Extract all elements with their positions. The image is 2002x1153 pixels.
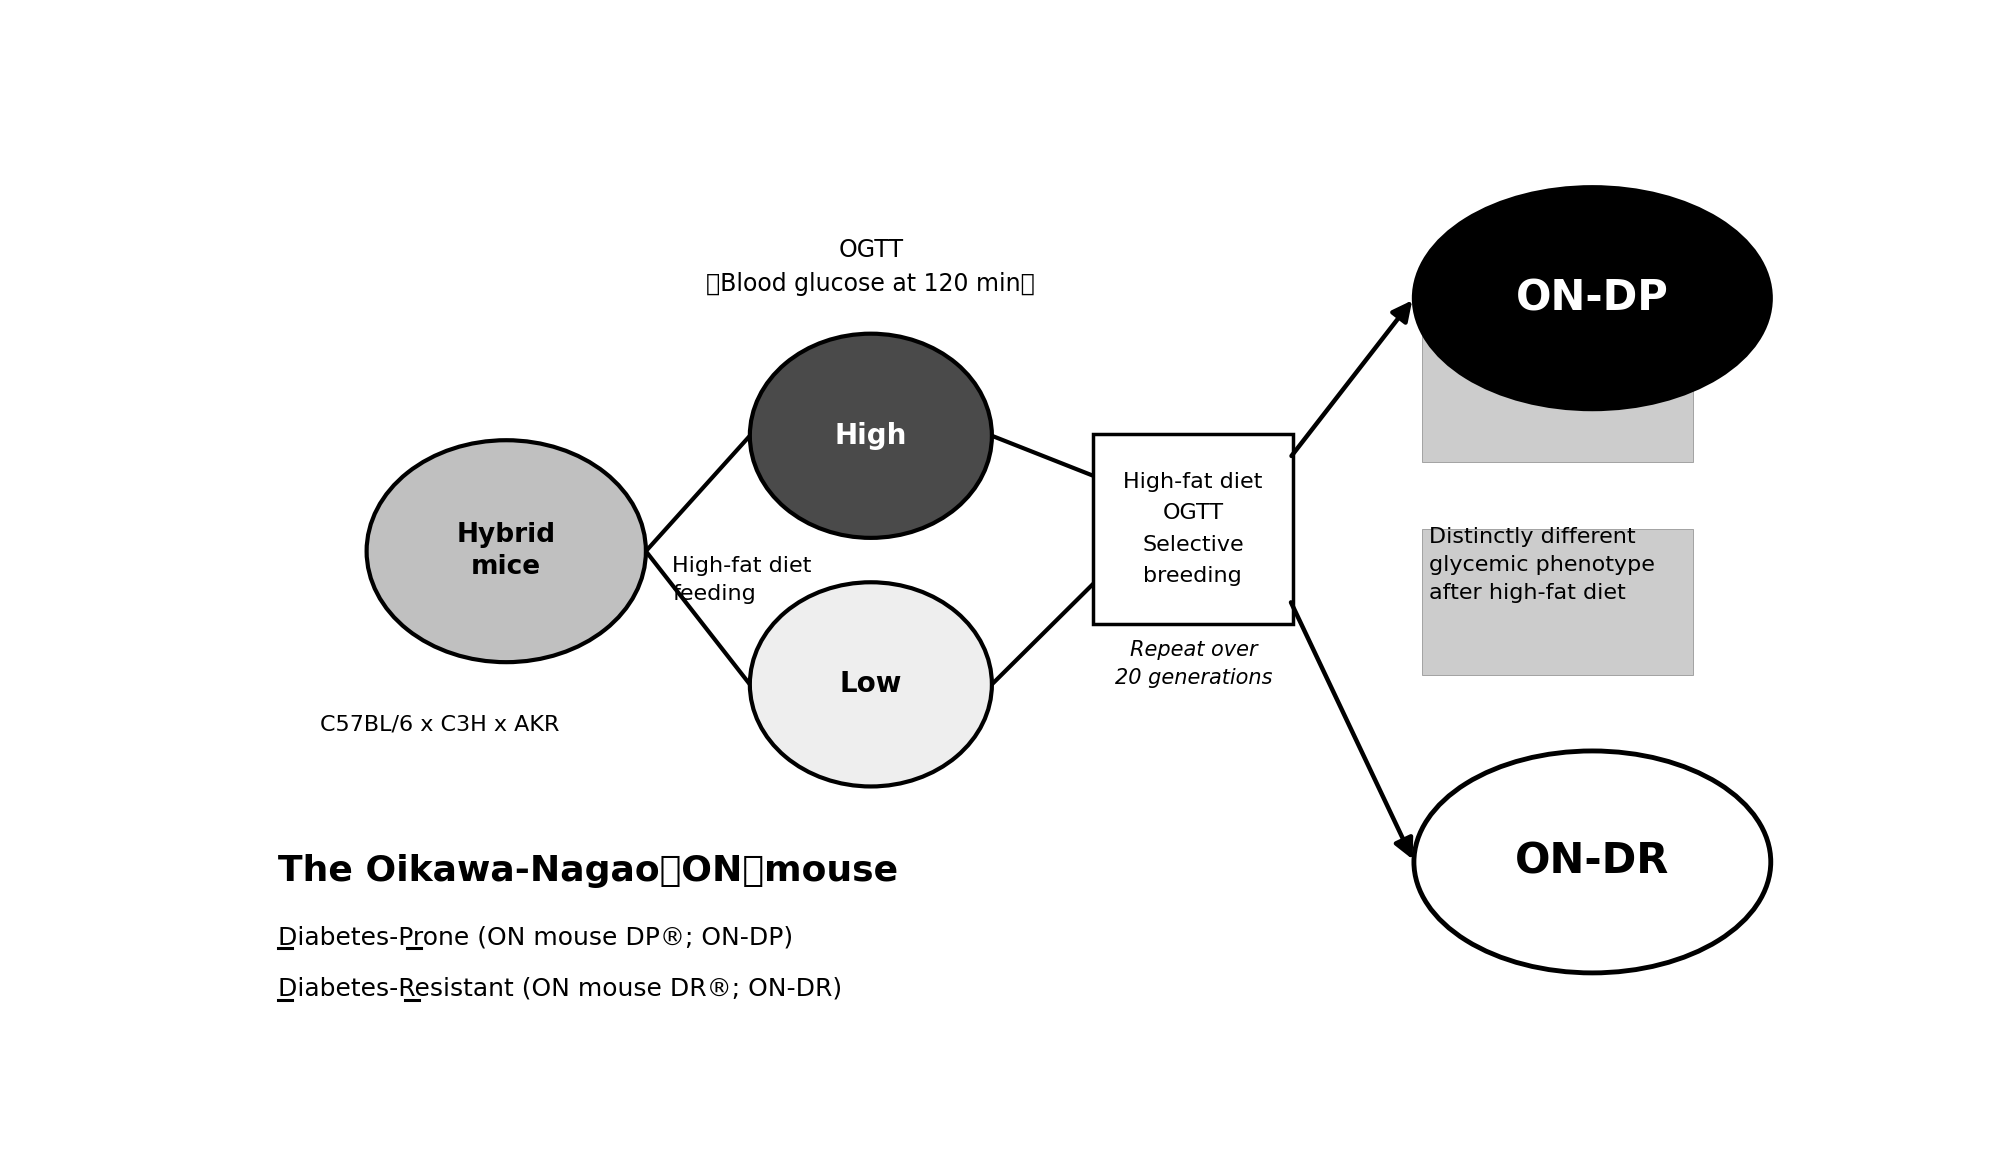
Text: High: High: [835, 422, 907, 450]
Text: High-fat diet
OGTT
Selective
breeding: High-fat diet OGTT Selective breeding: [1123, 473, 1263, 586]
Text: Hybrid
mice: Hybrid mice: [456, 522, 557, 580]
Ellipse shape: [1413, 751, 1770, 973]
Ellipse shape: [1413, 187, 1770, 409]
Text: C57BL/6 x C3H x AKR: C57BL/6 x C3H x AKR: [320, 715, 559, 734]
Text: ON-DP: ON-DP: [1516, 277, 1670, 319]
Text: Diabetes-Prone (ON mouse DP®; ON-DP): Diabetes-Prone (ON mouse DP®; ON-DP): [278, 926, 793, 949]
FancyBboxPatch shape: [1093, 434, 1293, 624]
Bar: [1421, 529, 1694, 676]
Text: The Oikawa-Nagao（ON）mouse: The Oikawa-Nagao（ON）mouse: [278, 854, 899, 888]
Text: ON-DR: ON-DR: [1516, 841, 1670, 883]
Text: Low: Low: [839, 670, 903, 699]
Ellipse shape: [366, 440, 647, 662]
Ellipse shape: [751, 333, 991, 538]
Ellipse shape: [751, 582, 991, 786]
Text: High-fat diet
feeding: High-fat diet feeding: [673, 556, 811, 604]
Text: Repeat over
20 generations: Repeat over 20 generations: [1115, 640, 1273, 688]
Bar: [1421, 316, 1694, 462]
Text: Diabetes-Resistant (ON mouse DR®; ON-DR): Diabetes-Resistant (ON mouse DR®; ON-DR): [278, 977, 843, 1001]
Text: OGTT
（Blood glucose at 120 min）: OGTT （Blood glucose at 120 min）: [707, 239, 1035, 296]
Text: Distinctly different
glycemic phenotype
after high-fat diet: Distinctly different glycemic phenotype …: [1429, 527, 1656, 603]
